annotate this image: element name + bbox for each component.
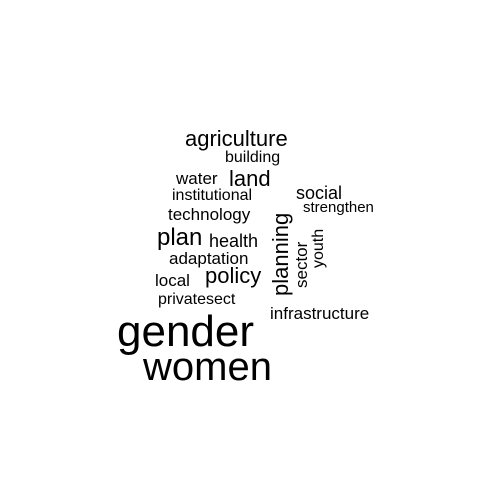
word-women: women (143, 345, 272, 389)
word-policy: policy (205, 263, 262, 288)
word-privatesect: privatesect (158, 291, 236, 308)
word-technology: technology (168, 205, 251, 224)
word-plan: plan (157, 224, 203, 251)
word-infrastructure: infrastructure (270, 304, 370, 323)
word-gender: gender (117, 307, 255, 356)
word-planning: planning (268, 212, 293, 296)
word-building: building (225, 149, 281, 166)
word-youth: youth (310, 228, 327, 268)
word-water: water (176, 169, 218, 188)
word-strengthen: strengthen (303, 199, 374, 216)
word-health: health (209, 231, 259, 251)
word-institutional: institutional (172, 187, 253, 204)
word-adaptation: adaptation (169, 249, 249, 268)
word-social: social (296, 183, 343, 203)
word-local: local (155, 271, 190, 290)
word-land: land (229, 166, 271, 191)
word-sector: sector (292, 241, 311, 288)
word-agriculture: agriculture (185, 126, 288, 151)
